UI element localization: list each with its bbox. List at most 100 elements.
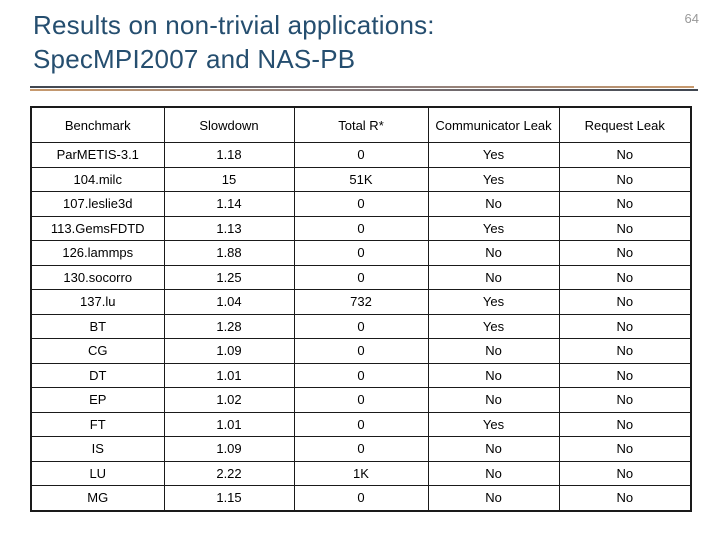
table-row: 130.socorro 1.25 0 No No (30, 264, 692, 290)
page-number: 64 (684, 11, 699, 26)
column-header-request-leak: Request Leak (558, 106, 692, 143)
value-cell: No (558, 191, 692, 217)
value-cell: Yes (427, 142, 560, 168)
value-cell: 0 (293, 313, 429, 339)
benchmark-cell: FT (30, 411, 165, 437)
results-table: Benchmark Slowdown Total R* Communicator Le… (30, 106, 692, 512)
table-row: 137.lu 1.04 732 Yes No (30, 289, 692, 315)
value-cell: Yes (427, 289, 560, 315)
table-row: FT 1.01 0 Yes No (30, 411, 692, 437)
table-row: MG 1.15 0 No No (30, 485, 692, 511)
value-cell: 1.09 (163, 338, 295, 364)
value-cell: 0 (293, 191, 429, 217)
value-cell: 0 (293, 142, 429, 168)
slide-title-line1: Results on non-trivial applications: (33, 10, 435, 40)
value-cell: Yes (427, 166, 560, 192)
value-cell: 1.01 (163, 411, 295, 437)
table-row: 104.milc 15 51K Yes No (30, 166, 692, 192)
table-row: 113.GemsFDTD 1.13 0 Yes No (30, 215, 692, 241)
title-divider (30, 86, 698, 91)
column-header-communicator-leak: Communicator Leak (427, 106, 560, 143)
value-cell: No (558, 460, 692, 486)
benchmark-cell: EP (30, 387, 165, 413)
value-cell: 51K (293, 166, 429, 192)
benchmark-cell: DT (30, 362, 165, 388)
value-cell: No (427, 485, 560, 511)
table-row: IS 1.09 0 No No (30, 436, 692, 462)
value-cell: 0 (293, 215, 429, 241)
slide-title: Results on non-trivial applications: Spe… (33, 8, 653, 76)
value-cell: No (558, 338, 692, 364)
value-cell: No (427, 240, 560, 266)
column-header-slowdown: Slowdown (163, 106, 295, 143)
benchmark-cell: 104.milc (30, 166, 165, 192)
table-row: ParMETIS-3.1 1.18 0 Yes No (30, 142, 692, 168)
table-body: ParMETIS-3.1 1.18 0 Yes No 104.milc 15 51K Yes No… (30, 142, 692, 511)
value-cell: 1.15 (163, 485, 295, 511)
value-cell: 0 (293, 485, 429, 511)
value-cell: No (427, 362, 560, 388)
value-cell: 1.13 (163, 215, 295, 241)
benchmark-cell: 130.socorro (30, 264, 165, 290)
benchmark-cell: IS (30, 436, 165, 462)
table-row: BT 1.28 0 Yes No (30, 313, 692, 339)
table-row: EP 1.02 0 No No (30, 387, 692, 413)
benchmark-cell: ParMETIS-3.1 (30, 142, 165, 168)
benchmark-cell: LU (30, 460, 165, 486)
value-cell: 1K (293, 460, 429, 486)
value-cell: No (558, 411, 692, 437)
value-cell: No (427, 191, 560, 217)
value-cell: No (558, 289, 692, 315)
value-cell: 2.22 (163, 460, 295, 486)
value-cell: No (558, 313, 692, 339)
value-cell: 1.88 (163, 240, 295, 266)
table-head: Benchmark Slowdown Total R* Communicator Le… (30, 106, 692, 143)
benchmark-cell: BT (30, 313, 165, 339)
value-cell: 0 (293, 387, 429, 413)
value-cell: No (427, 338, 560, 364)
value-cell: No (558, 264, 692, 290)
value-cell: 1.25 (163, 264, 295, 290)
value-cell: No (427, 436, 560, 462)
value-cell: 0 (293, 264, 429, 290)
table-row: DT 1.01 0 No No (30, 362, 692, 388)
table-row: CG 1.09 0 No No (30, 338, 692, 364)
value-cell: No (427, 264, 560, 290)
value-cell: No (558, 387, 692, 413)
benchmark-cell: 126.lammps (30, 240, 165, 266)
value-cell: No (558, 215, 692, 241)
value-cell: No (558, 362, 692, 388)
value-cell: Yes (427, 215, 560, 241)
value-cell: 15 (163, 166, 295, 192)
table-row: 107.leslie3d 1.14 0 No No (30, 191, 692, 217)
value-cell: 1.02 (163, 387, 295, 413)
value-cell: 1.04 (163, 289, 295, 315)
value-cell: No (558, 142, 692, 168)
benchmark-cell: CG (30, 338, 165, 364)
value-cell: 0 (293, 338, 429, 364)
slide-title-line2: SpecMPI2007 and NAS-PB (33, 44, 356, 74)
value-cell: 0 (293, 411, 429, 437)
value-cell: 1.28 (163, 313, 295, 339)
column-header-total-r: Total R* (293, 106, 429, 143)
value-cell: 1.09 (163, 436, 295, 462)
value-cell: Yes (427, 411, 560, 437)
divider-line-top (30, 86, 694, 88)
value-cell: 732 (293, 289, 429, 315)
value-cell: No (558, 485, 692, 511)
table-row: 126.lammps 1.88 0 No No (30, 240, 692, 266)
table-row: LU 2.22 1K No No (30, 460, 692, 486)
value-cell: 0 (293, 240, 429, 266)
value-cell: No (558, 240, 692, 266)
column-header-benchmark: Benchmark (30, 106, 165, 143)
value-cell: 1.18 (163, 142, 295, 168)
value-cell: No (427, 460, 560, 486)
benchmark-cell: 107.leslie3d (30, 191, 165, 217)
value-cell: Yes (427, 313, 560, 339)
value-cell: 1.01 (163, 362, 295, 388)
benchmark-cell: MG (30, 485, 165, 511)
value-cell: 1.14 (163, 191, 295, 217)
value-cell: 0 (293, 436, 429, 462)
value-cell: No (558, 166, 692, 192)
